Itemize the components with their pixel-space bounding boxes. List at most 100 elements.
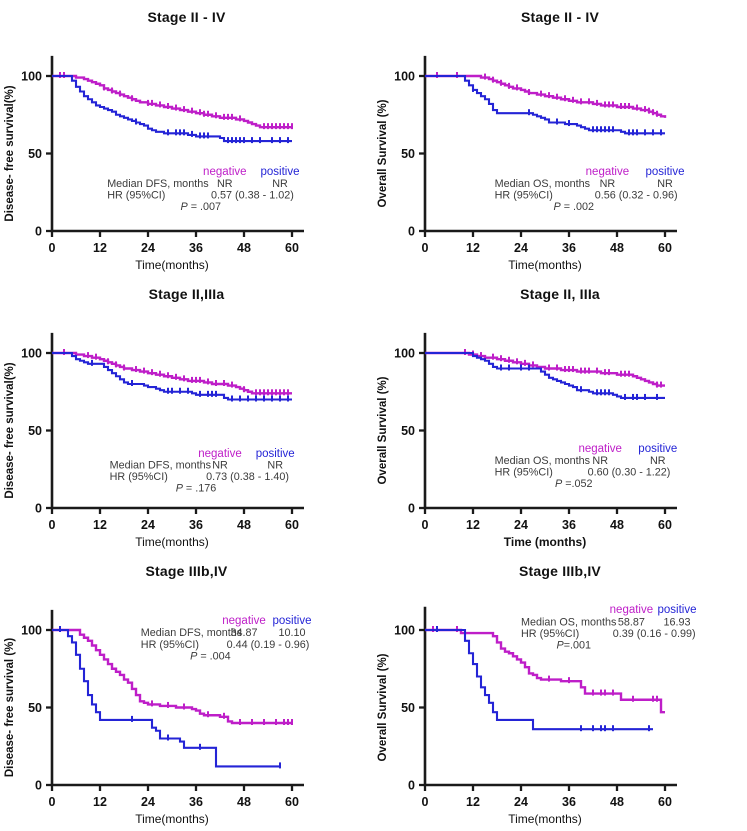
x-tick-label: 24 — [141, 518, 155, 532]
x-tick-label: 0 — [422, 795, 429, 809]
median-negative-value: NR — [217, 178, 233, 190]
median-label: Median OS, months — [495, 178, 591, 190]
km-curve-negative — [425, 74, 667, 118]
km-curve-negative — [425, 351, 665, 387]
hr-label: HR (95%CI) — [110, 471, 168, 483]
x-tick-label: 48 — [237, 518, 251, 532]
hr-value: 0.39 (0.16 - 0.99) — [613, 628, 696, 640]
hr-label: HR (95%CI) — [495, 189, 553, 201]
y-tick-label: 0 — [408, 502, 415, 516]
km-panel-os-stage-ii-iv: Stage II - IV 0 12 24 36 48 60 0 50 100 Time(mont… — [373, 0, 747, 277]
km-chart-3: 0 12 24 36 48 60 0 50 100 Time (months) Overall Su… — [377, 332, 677, 549]
km-curve-positive — [425, 628, 653, 731]
km-panel-dfs-stage-ii-iiia: Stage II,IIIa 0 12 24 36 48 60 0 50 100 Time(mont… — [0, 277, 373, 554]
km-curve-positive — [425, 351, 665, 399]
x-tick-label: 48 — [610, 518, 624, 532]
y-tick-label: 100 — [21, 70, 42, 84]
hr-value: 0.60 (0.30 - 1.22) — [588, 466, 671, 478]
y-axis-label: Overall Survival (%) — [377, 653, 389, 761]
hr-value: 0.56 (0.32 - 0.96) — [595, 189, 678, 201]
y-tick-label: 100 — [394, 70, 415, 84]
km-curve-positive — [52, 74, 292, 143]
x-tick-label: 12 — [93, 795, 107, 809]
km-curve-positive — [425, 74, 665, 135]
y-axis-label: Disease- free survival(%) — [4, 362, 16, 498]
x-axis-label: Time(months) — [135, 535, 209, 549]
x-tick-label: 36 — [562, 795, 576, 809]
x-tick-label: 0 — [49, 795, 56, 809]
hr-value: 0.73 (0.38 - 1.40) — [206, 471, 289, 483]
panel-title: Stage II - IV — [520, 9, 600, 25]
y-tick-label: 0 — [408, 779, 415, 793]
x-tick-label: 12 — [93, 518, 107, 532]
x-axis-label: Time(months) — [135, 258, 209, 272]
panel-title: Stage II, IIIa — [520, 286, 600, 302]
axis-lines — [423, 332, 677, 510]
hr-label: HR (95%CI) — [521, 628, 579, 640]
p-value: P = .007 — [181, 201, 222, 213]
x-tick-label: 36 — [189, 518, 203, 532]
median-negative-value: 58.87 — [618, 616, 645, 628]
legend-negative: negative — [586, 166, 629, 178]
legend-positive: positive — [273, 615, 312, 627]
legend-positive: positive — [646, 166, 685, 178]
x-tick-label: 0 — [422, 241, 429, 255]
legend-positive: positive — [261, 166, 300, 178]
x-tick-label: 0 — [49, 241, 56, 255]
km-panel-dfs-stage-ii-iv: Stage II - IV 0 12 24 36 48 60 0 50 100 Time(mont… — [0, 0, 373, 277]
median-negative-value: NR — [600, 178, 616, 190]
y-tick-label: 50 — [28, 147, 42, 161]
x-tick-label: 12 — [93, 241, 107, 255]
km-chart-4: 0 12 24 36 48 60 0 50 100 Time(months) Disease- fr… — [4, 609, 312, 826]
median-label: Median DFS, months — [141, 627, 243, 639]
axis-lines — [50, 55, 304, 233]
y-tick-label: 0 — [408, 225, 415, 239]
median-positive-value: NR — [272, 178, 288, 190]
median-negative-value: NR — [592, 455, 608, 467]
y-tick-label: 100 — [394, 624, 415, 638]
y-tick-label: 50 — [28, 701, 42, 715]
x-tick-label: 12 — [466, 518, 480, 532]
panel-title: Stage II,IIIa — [148, 286, 225, 302]
x-tick-label: 60 — [285, 795, 299, 809]
p-value: P =.052 — [555, 478, 593, 490]
km-curve-negative — [52, 351, 292, 395]
median-positive-value: NR — [650, 455, 666, 467]
y-axis-label: Overall Survival (%) — [377, 376, 389, 484]
x-tick-label: 24 — [514, 795, 528, 809]
panel-title: Stage IIIb,IV — [519, 563, 601, 579]
y-tick-label: 0 — [35, 225, 42, 239]
x-axis-label: Time(months) — [508, 258, 582, 272]
x-tick-label: 36 — [562, 518, 576, 532]
legend-negative: negative — [610, 604, 653, 616]
x-axis-label: Time (months) — [504, 535, 586, 549]
y-tick-label: 50 — [401, 147, 415, 161]
axis-lines — [423, 55, 677, 233]
x-tick-label: 60 — [658, 518, 672, 532]
x-tick-label: 12 — [466, 795, 480, 809]
legend-positive: positive — [256, 448, 295, 460]
legend-negative: negative — [203, 166, 246, 178]
km-chart-0: 0 12 24 36 48 60 0 50 100 Time(months) Disease- fr… — [4, 55, 304, 272]
km-panel-dfs-stage-iiib-iv: Stage IIIb,IV 0 12 24 36 48 60 0 50 100 Time(mont… — [0, 554, 373, 831]
km-curve-negative — [425, 628, 665, 714]
p-value: P = .004 — [190, 650, 231, 662]
x-tick-label: 48 — [237, 795, 251, 809]
km-curve-negative — [52, 74, 292, 129]
y-axis-label: Disease- free survival(%) — [4, 85, 16, 221]
median-positive-value: NR — [267, 459, 283, 471]
km-panel-os-stage-iiib-iv: Stage IIIb,IV 0 12 24 36 48 60 0 50 100 Time(mont… — [373, 554, 747, 831]
x-tick-label: 60 — [285, 241, 299, 255]
y-tick-label: 100 — [21, 347, 42, 361]
p-value: P = .176 — [176, 483, 217, 495]
x-tick-label: 24 — [514, 241, 528, 255]
x-tick-label: 0 — [49, 518, 56, 532]
y-tick-label: 50 — [401, 424, 415, 438]
hr-label: HR (95%CI) — [495, 466, 553, 478]
y-tick-label: 50 — [28, 424, 42, 438]
median-label: Median DFS, months — [110, 459, 212, 471]
y-axis-label: Overall Survival (%) — [377, 99, 389, 207]
x-tick-label: 48 — [237, 241, 251, 255]
legend-negative: negative — [222, 615, 265, 627]
